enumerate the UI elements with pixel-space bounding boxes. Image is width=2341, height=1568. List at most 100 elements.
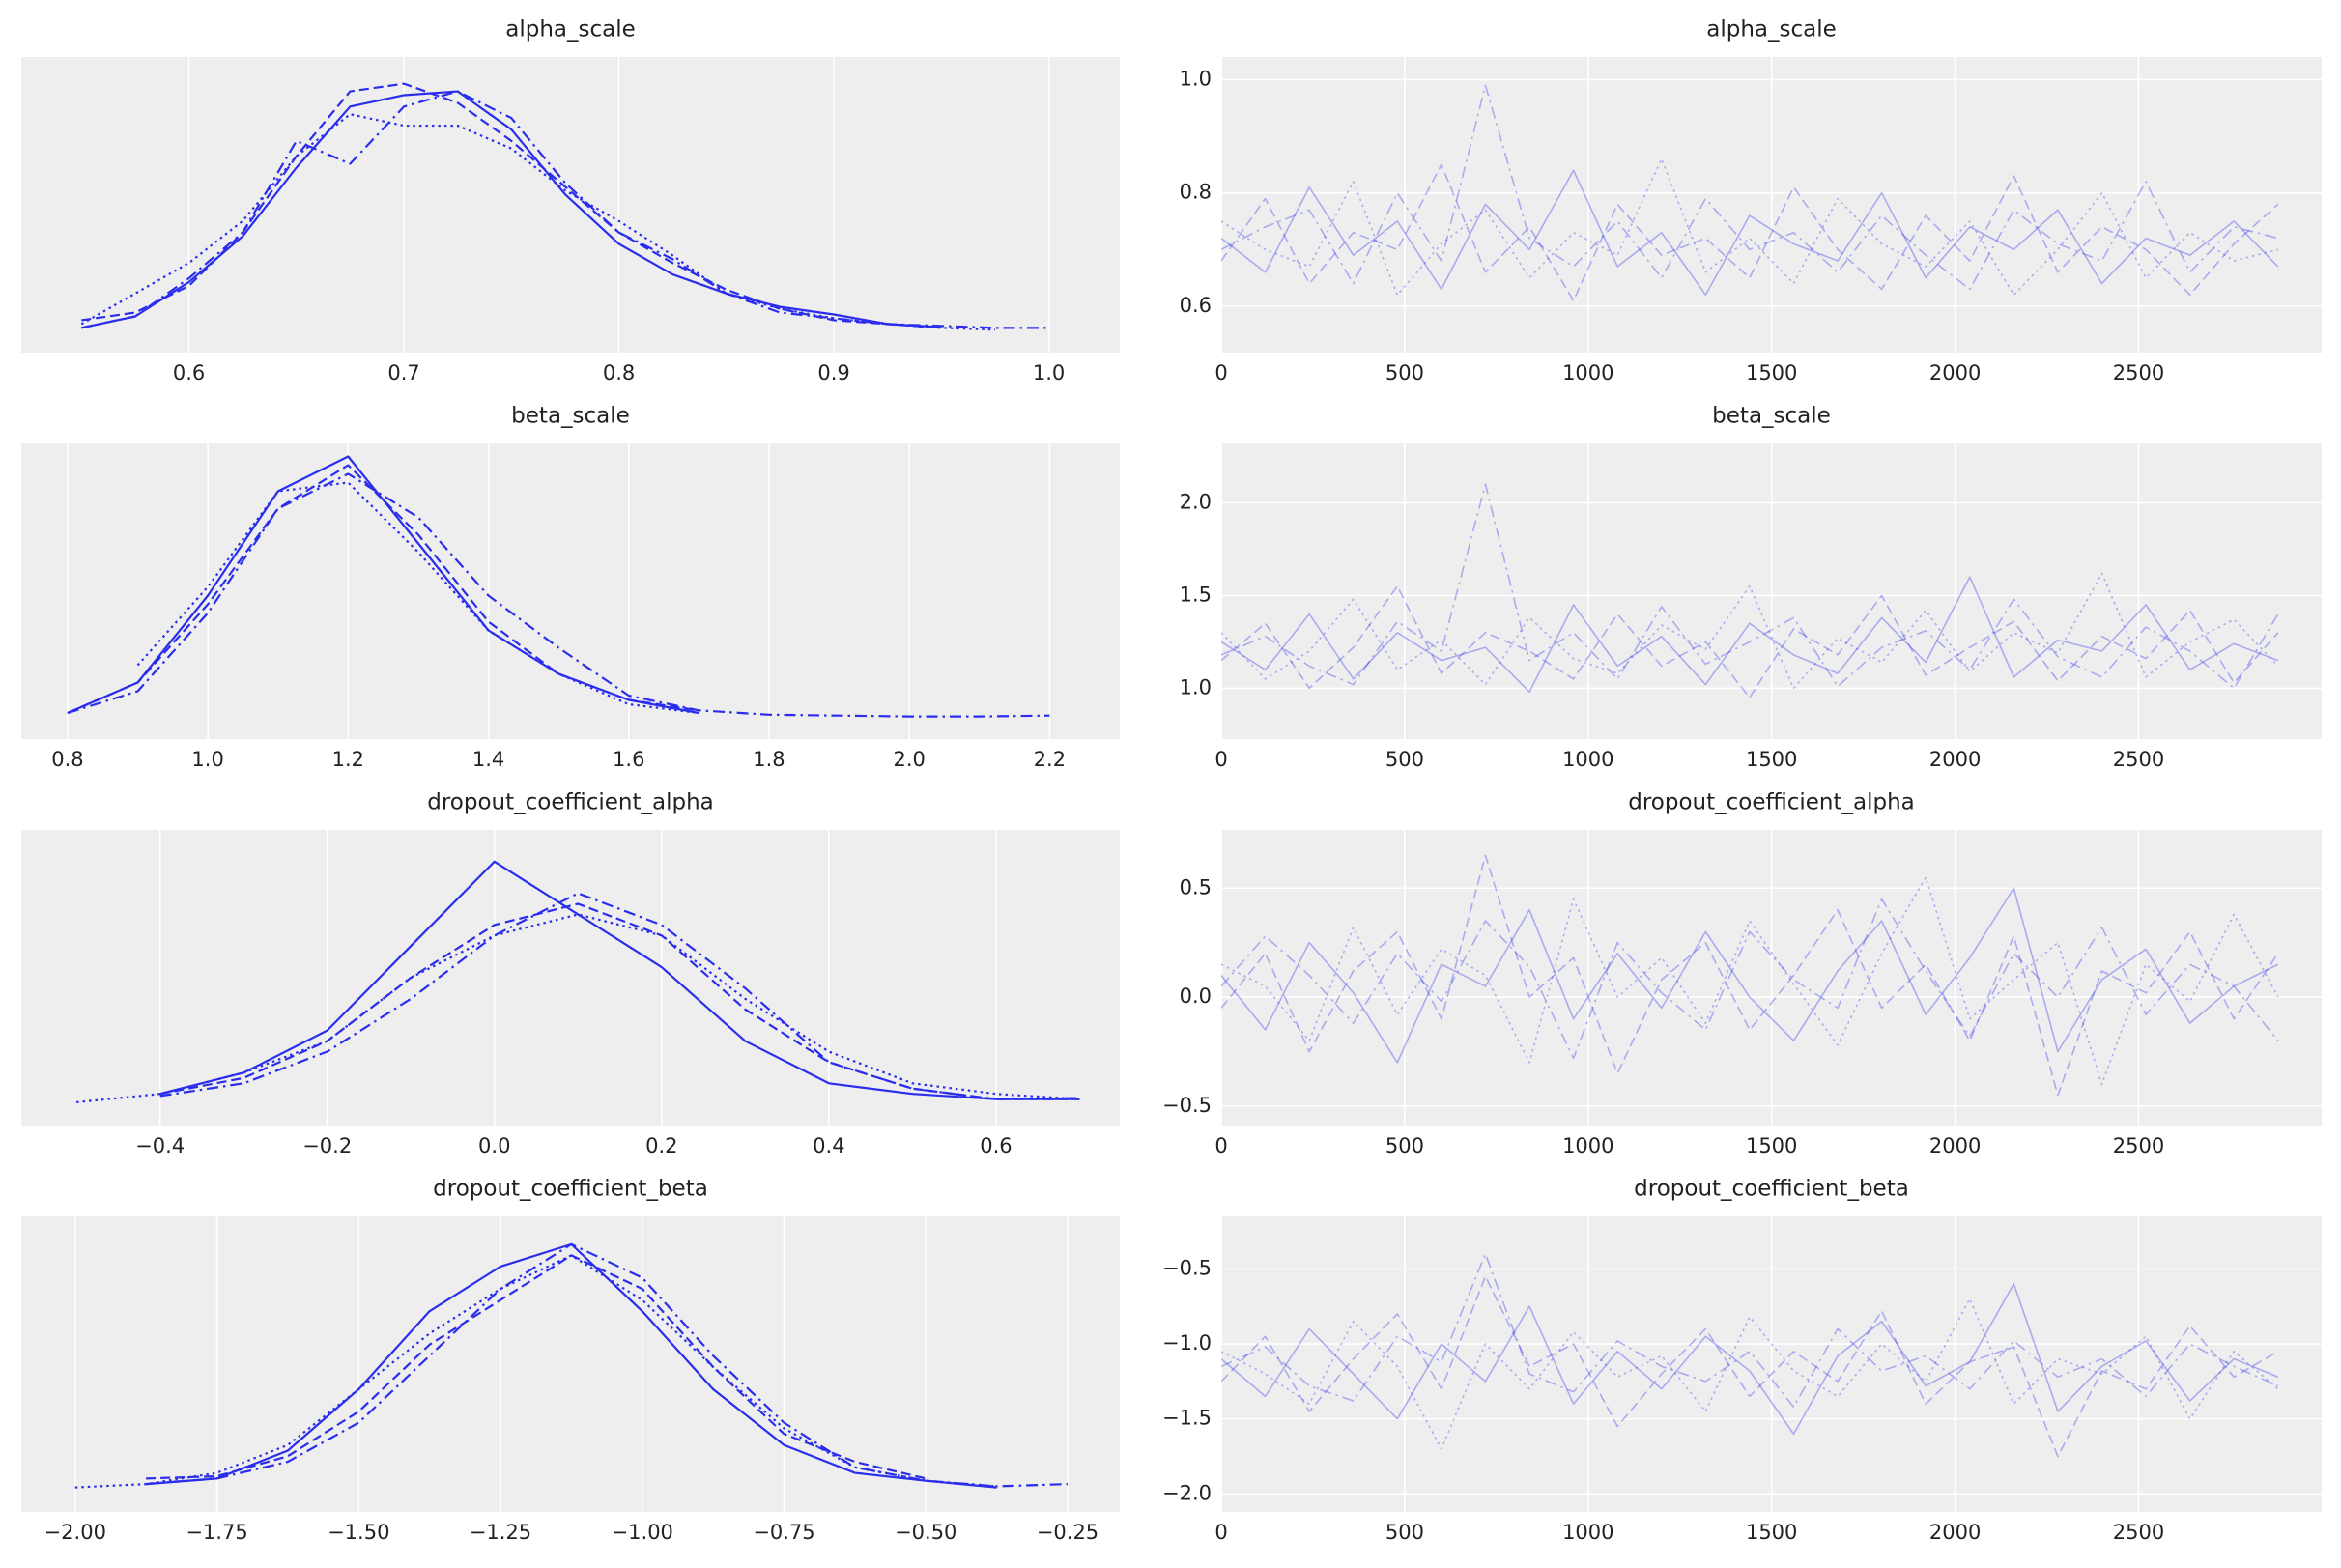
panel-title: beta_scale — [1712, 404, 1831, 429]
x-tick-label: 2000 — [1929, 1521, 1981, 1544]
y-tick-label: 2.0 — [1180, 490, 1212, 513]
panel: alpha_scale 0.6 0.7 0.8 0.9 1.0 — [21, 17, 1120, 385]
series-line — [1221, 1297, 2279, 1450]
series-line — [159, 892, 1080, 1100]
series-line — [1221, 887, 2279, 1064]
x-tick-label: 1.4 — [472, 748, 504, 771]
x-tick-label: 1.6 — [613, 748, 644, 771]
y-tick-label: 0.5 — [1180, 875, 1212, 898]
plot-area — [21, 443, 1120, 739]
x-tick-label: 2.0 — [893, 748, 925, 771]
series-line — [1221, 898, 2279, 1060]
y-tick-label: 1.5 — [1180, 583, 1212, 606]
x-tick-label: 0.7 — [387, 361, 419, 385]
panel: beta_scale 0 500 1000 1500 2000 2500 1.0 1.5 2.0 — [1180, 404, 2322, 771]
x-tick-label: 2000 — [1929, 748, 1981, 771]
x-tick-label: −0.4 — [135, 1134, 185, 1157]
x-tick-label: 500 — [1385, 748, 1424, 771]
x-tick-label: 1000 — [1562, 1521, 1613, 1544]
panel: dropout_coefficient_beta 0 500 1000 1500 2000… — [1162, 1177, 2322, 1544]
series-line — [74, 1254, 997, 1489]
series-line — [1221, 876, 2279, 1086]
x-tick-label: −1.00 — [612, 1521, 673, 1544]
x-tick-label: 2500 — [2113, 1134, 2164, 1157]
x-tick-label: 0.2 — [645, 1134, 677, 1157]
series-line — [1221, 169, 2279, 297]
x-tick-label: 0.9 — [817, 361, 849, 385]
y-tick-label: 1.0 — [1180, 675, 1212, 698]
x-tick-label: 2000 — [1929, 1134, 1981, 1157]
plot-area — [21, 830, 1120, 1126]
y-tick-label: −1.0 — [1162, 1331, 1212, 1354]
y-tick-label: 1.0 — [1180, 67, 1212, 90]
y-tick-label: 0.8 — [1180, 181, 1212, 204]
series-line — [1221, 84, 2278, 291]
y-tick-label: 0.6 — [1180, 294, 1212, 317]
plot-area — [21, 1216, 1120, 1512]
panel-title: alpha_scale — [1706, 17, 1837, 43]
x-tick-label: 2500 — [2113, 1521, 2164, 1544]
x-tick-label: 1.8 — [753, 748, 785, 771]
series-line — [1221, 576, 2279, 694]
x-tick-label: 0.8 — [603, 361, 635, 385]
plot-area — [21, 57, 1120, 353]
y-tick-label: 0.0 — [1180, 984, 1212, 1008]
plot-lines — [80, 82, 1049, 331]
panel-title: dropout_coefficient_beta — [433, 1177, 708, 1202]
series-line — [1221, 585, 2279, 698]
series-line — [75, 913, 1080, 1104]
y-tick-label: −0.5 — [1162, 1256, 1212, 1279]
plot-lines — [75, 860, 1080, 1104]
panel: beta_scale 0.8 1.0 1.2 1.4 1.6 1.8 2.0 2.2 — [21, 404, 1120, 771]
plot-lines — [1221, 483, 2279, 698]
x-tick-label: 2.2 — [1034, 748, 1066, 771]
plot-lines — [1221, 854, 2279, 1097]
series-line — [1221, 157, 2278, 297]
x-tick-label: 1.2 — [332, 748, 364, 771]
panel: dropout_coefficient_alpha 0 500 1000 1500 200… — [1162, 790, 2322, 1157]
series-line — [1221, 483, 2279, 690]
series-line — [1221, 1275, 2279, 1458]
series-line — [67, 472, 1050, 718]
panel: alpha_scale 0 500 1000 1500 2000 2500 0.6 0.8 1.0 — [1180, 17, 2322, 385]
x-tick-label: 0.6 — [980, 1134, 1012, 1157]
panel-title: alpha_scale — [505, 17, 636, 43]
series-line — [67, 464, 699, 715]
x-tick-label: 1500 — [1746, 748, 1797, 771]
x-tick-label: 2500 — [2113, 748, 2164, 771]
panel: dropout_coefficient_alpha −0.4 −0.2 0.0 0.2 0… — [21, 790, 1120, 1157]
x-tick-label: 0 — [1214, 748, 1227, 771]
x-tick-label: −0.75 — [753, 1521, 814, 1544]
panel: dropout_coefficient_beta −2.00 −1.75 −1.50 −… — [21, 1177, 1120, 1544]
plot-lines — [1221, 1253, 2279, 1458]
x-tick-label: 1500 — [1746, 1521, 1797, 1544]
series-line — [146, 1254, 927, 1480]
series-line — [1221, 1253, 2279, 1409]
x-tick-label: −2.00 — [44, 1521, 106, 1544]
x-tick-label: 500 — [1385, 1134, 1424, 1157]
x-tick-label: 0 — [1214, 361, 1227, 385]
x-tick-label: 500 — [1385, 1521, 1424, 1544]
y-tick-label: −2.0 — [1162, 1481, 1212, 1504]
series-line — [136, 481, 699, 715]
x-tick-label: 0 — [1214, 1134, 1227, 1157]
x-tick-label: 0.0 — [478, 1134, 510, 1157]
x-tick-label: 1500 — [1746, 1134, 1797, 1157]
panel-title: dropout_coefficient_alpha — [1628, 790, 1915, 815]
plot-lines — [67, 455, 1050, 718]
x-tick-label: 1000 — [1562, 748, 1613, 771]
series-line — [159, 902, 1080, 1100]
panel-title: dropout_coefficient_alpha — [427, 790, 714, 815]
x-tick-label: 0.6 — [173, 361, 205, 385]
series-line — [1221, 854, 2279, 1097]
series-line — [1221, 1283, 2279, 1436]
x-tick-label: 0.4 — [813, 1134, 844, 1157]
x-tick-label: −1.50 — [328, 1521, 389, 1544]
y-tick-label: −1.5 — [1162, 1407, 1212, 1430]
x-tick-label: 1.0 — [1033, 361, 1065, 385]
x-tick-label: 0 — [1214, 1521, 1227, 1544]
series-line — [1221, 572, 2279, 690]
x-tick-label: −0.2 — [302, 1134, 352, 1157]
